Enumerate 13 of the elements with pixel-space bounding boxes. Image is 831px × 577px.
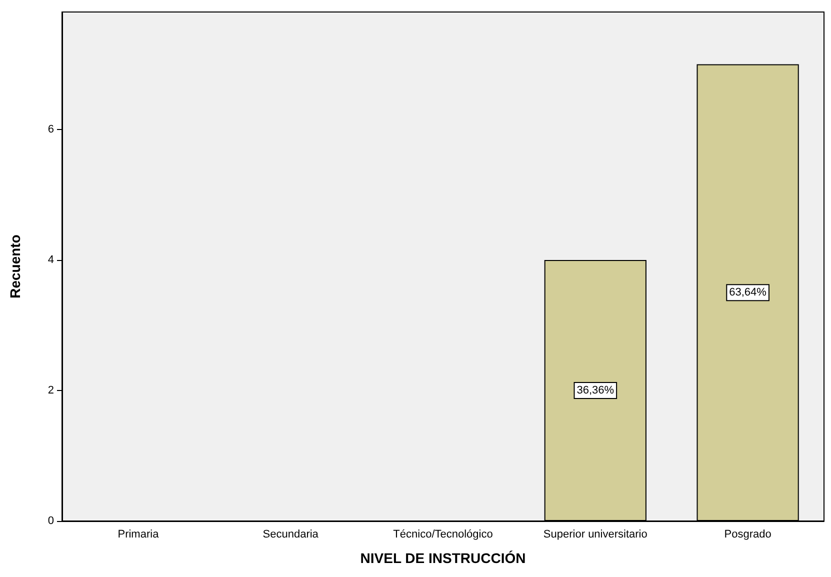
y-tick-label: 6 <box>48 123 54 136</box>
y-axis-title: Recuento <box>7 234 23 298</box>
y-tick-label: 0 <box>48 515 54 527</box>
annotation: 63,64% <box>729 286 767 299</box>
x-axis-title: NIVEL DE INSTRUCCIÓN <box>360 550 526 566</box>
y-tick-label: 2 <box>48 384 54 396</box>
x-tick-label: Secundaria <box>262 528 320 540</box>
x-tick-label: Técnico/Tecnológico <box>393 528 493 540</box>
x-tick-label: Superior universitario <box>543 528 648 540</box>
annotation: 36,36% <box>576 384 614 396</box>
y-tick-label: 4 <box>48 254 54 266</box>
x-tick-label: Posgrado <box>724 528 772 540</box>
x-tick-label: Primaria <box>118 528 160 540</box>
